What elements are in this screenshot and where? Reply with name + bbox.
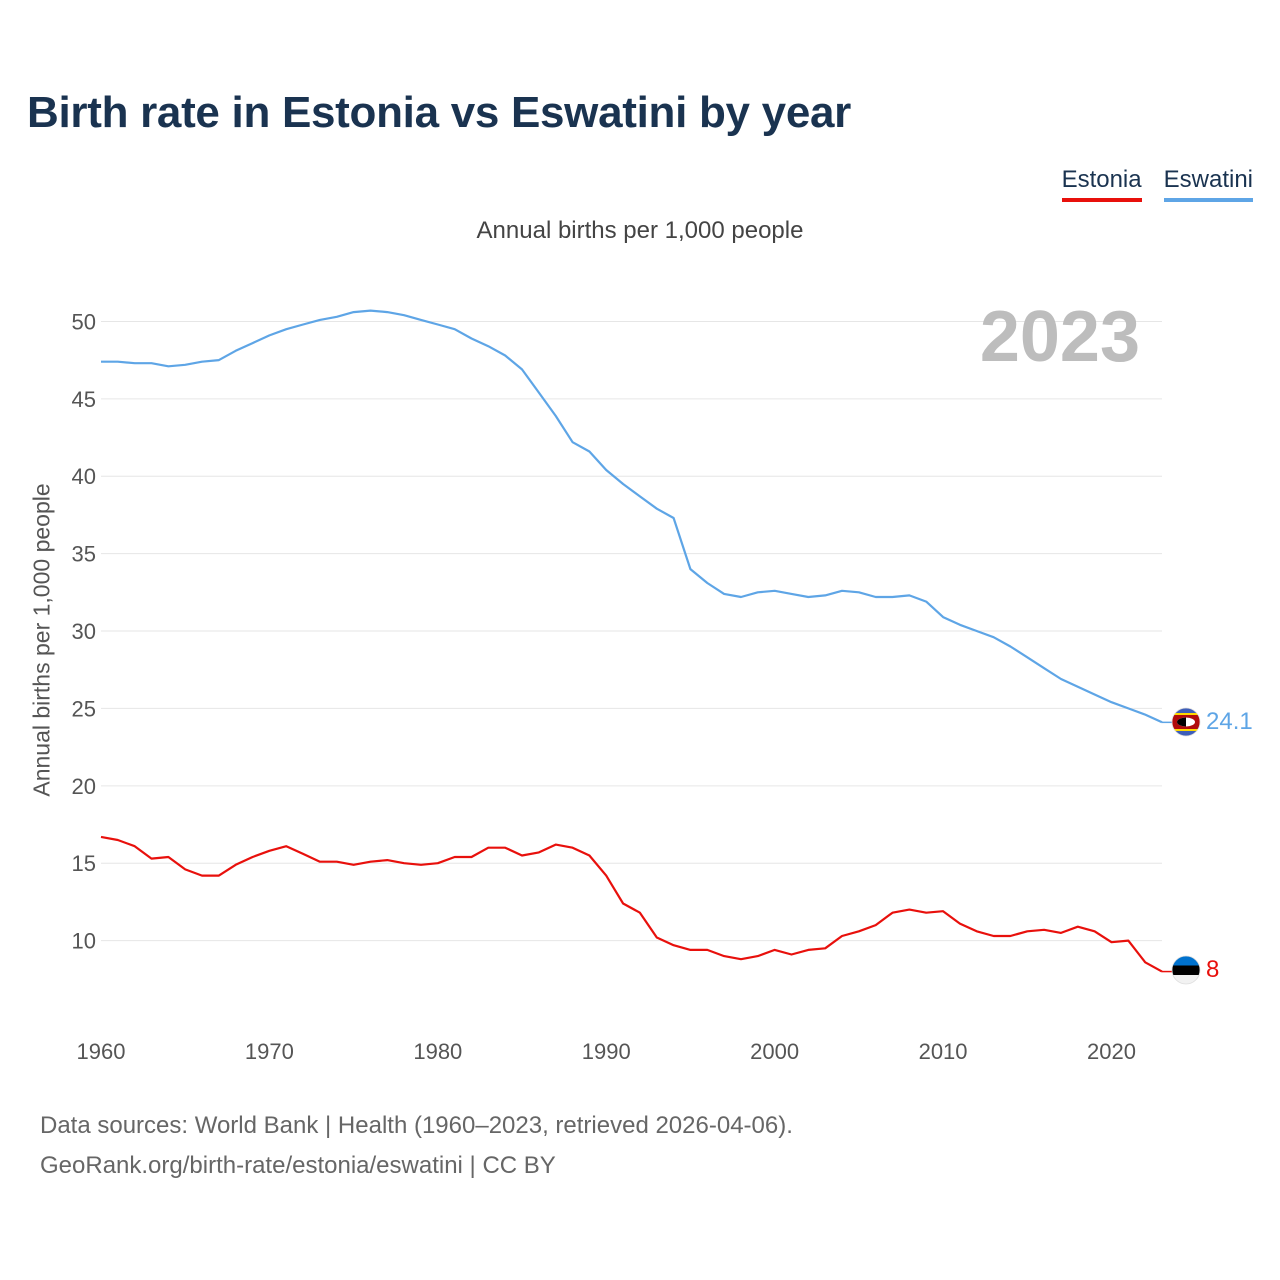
y-tick-label: 45 [72,387,96,412]
series-line-estonia [100,835,1163,973]
flag-estonia-icon [1171,955,1201,985]
y-tick-label: 30 [72,619,96,644]
chart-title: Birth rate in Estonia vs Eswatini by yea… [27,88,851,137]
x-tick-label: 2020 [1087,1039,1136,1064]
x-tick-label: 1970 [245,1039,294,1064]
flag-eswatini-icon [1171,707,1201,737]
end-value-eswatini: 24.1 [1206,708,1253,735]
legend: Estonia Eswatini [1061,166,1253,202]
y-axis-ticks: 10 15 20 25 30 35 40 45 50 [72,309,96,953]
y-tick-label: 35 [72,542,96,567]
series-line-eswatini [101,309,1163,724]
y-tick-label: 40 [72,464,96,489]
x-tick-label: 1980 [413,1039,462,1064]
legend-item-eswatini[interactable]: Eswatini [1163,166,1253,202]
current-year-label: 2023 [980,297,1140,377]
y-tick-label: 20 [72,774,96,799]
legend-item-estonia[interactable]: Estonia [1061,166,1142,202]
chart-subtitle: Annual births per 1,000 people [476,217,804,244]
source-line-1: Data sources: World Bank | Health (1960–… [40,1112,793,1139]
y-tick-label: 50 [72,309,96,334]
x-tick-label: 2000 [750,1039,799,1064]
y-tick-label: 10 [72,929,96,954]
x-tick-label: 1990 [582,1039,631,1064]
x-axis-ticks: 1960 1970 1980 1990 2000 2010 2020 [77,1039,1136,1064]
source-note: Data sources: World Bank | Health (1960–… [40,1106,793,1186]
y-tick-label: 15 [72,851,96,876]
x-tick-label: 1960 [77,1039,126,1064]
y-tick-label: 25 [72,696,96,721]
x-tick-label: 2010 [919,1039,968,1064]
end-value-estonia: 8 [1206,956,1219,983]
source-line-2: GeoRank.org/birth-rate/estonia/eswatini … [40,1152,556,1179]
grid-lines [101,320,1162,942]
